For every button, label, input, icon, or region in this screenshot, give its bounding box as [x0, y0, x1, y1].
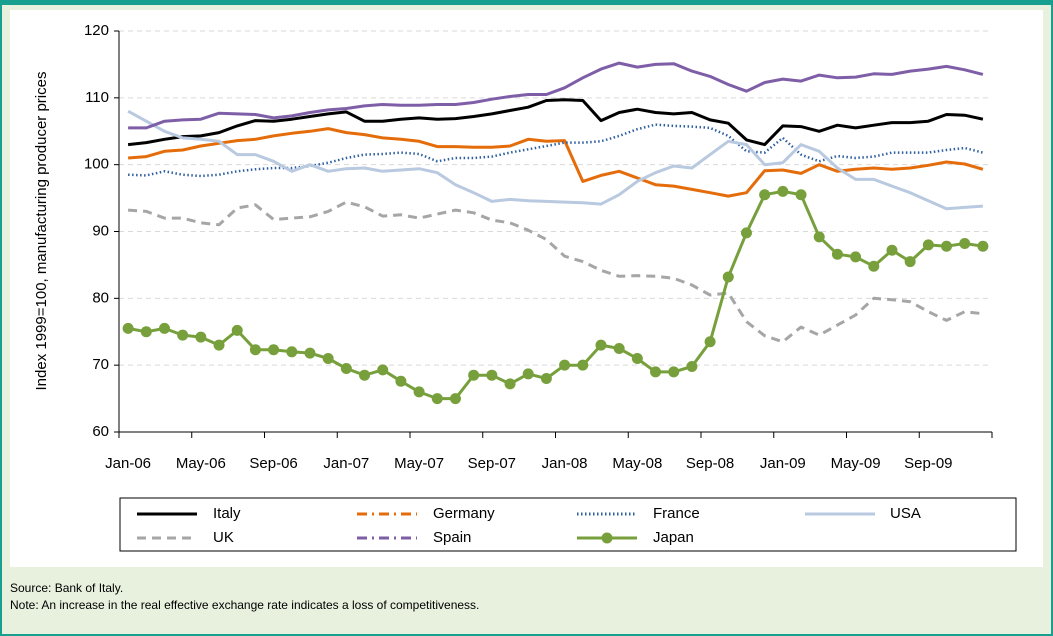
point: [231, 324, 243, 336]
legend: [119, 497, 1017, 552]
point: [413, 386, 425, 398]
x-tick-label: Jan-07: [323, 455, 369, 472]
point: [195, 331, 207, 343]
x-tick-label: May-09: [831, 455, 881, 472]
y-tick-label: 60: [92, 423, 109, 440]
point: [468, 369, 480, 381]
point: [722, 271, 734, 283]
top-bar: [0, 0, 1053, 5]
point: [904, 256, 916, 268]
legend-label: Spain: [433, 529, 471, 546]
x-tick-label: Jan-09: [760, 455, 806, 472]
series-line: [128, 123, 984, 178]
point: [504, 378, 516, 390]
y-tick-label: 100: [84, 156, 109, 173]
legend-marker: [601, 532, 613, 544]
point: [922, 239, 934, 251]
point: [704, 336, 716, 348]
point: [395, 375, 407, 387]
x-tick-label: May-06: [176, 455, 226, 472]
point: [377, 364, 389, 376]
point: [977, 240, 989, 252]
y-tick-label: 70: [92, 356, 109, 373]
point: [540, 373, 552, 385]
series-line: [128, 61, 984, 130]
point: [340, 363, 352, 375]
point: [831, 248, 843, 260]
point: [959, 238, 971, 250]
legend-label: USA: [890, 505, 921, 522]
x-tick-label: Jan-08: [542, 455, 588, 472]
point: [577, 359, 589, 371]
x-tick-label: May-08: [612, 455, 662, 472]
point: [140, 326, 152, 338]
plot-panel: [10, 10, 1043, 567]
series-line: [127, 109, 984, 211]
point: [322, 352, 334, 364]
point: [777, 185, 789, 197]
point: [686, 361, 698, 373]
x-tick-label: May-07: [394, 455, 444, 472]
series-line: [127, 200, 984, 344]
legend-label: France: [653, 505, 700, 522]
y-tick-label: 90: [92, 222, 109, 239]
point: [886, 244, 898, 256]
point: [631, 352, 643, 364]
point: [522, 368, 534, 380]
x-tick-label: Sep-06: [249, 455, 297, 472]
point: [213, 339, 225, 351]
legend-label: UK: [213, 529, 234, 546]
point: [559, 359, 571, 371]
point: [304, 347, 316, 359]
point: [122, 322, 134, 334]
point: [650, 366, 662, 378]
point: [795, 189, 807, 201]
y-tick-label: 110: [85, 89, 109, 106]
legend-label: Italy: [213, 505, 241, 522]
point: [359, 369, 371, 381]
point: [850, 251, 862, 263]
point: [431, 393, 443, 405]
source: Source: Bank of Italy.: [10, 581, 123, 595]
point: [268, 344, 280, 356]
point: [868, 260, 880, 272]
point: [249, 344, 261, 356]
point: [286, 346, 298, 358]
legend-label: Germany: [433, 505, 495, 522]
point: [613, 342, 625, 354]
x-tick-label: Sep-09: [904, 455, 952, 472]
point: [668, 366, 680, 378]
point: [158, 322, 170, 334]
point: [595, 339, 607, 351]
x-tick-label: Sep-07: [468, 455, 516, 472]
point: [941, 240, 953, 252]
y-tick-label: 120: [84, 22, 109, 39]
x-tick-label: Sep-08: [686, 455, 734, 472]
y-tick-label: 80: [92, 289, 109, 306]
point: [759, 189, 771, 201]
y-axis-label: Index 1999=100, manufacturing producer p…: [33, 72, 50, 391]
point: [813, 231, 825, 243]
series-line: [127, 98, 984, 147]
x-tick-label: Jan-06: [105, 455, 151, 472]
note: Note: An increase in the real effective …: [10, 598, 479, 612]
point: [177, 329, 189, 341]
legend-label: Japan: [653, 529, 694, 546]
point: [740, 227, 752, 239]
point: [449, 393, 461, 405]
point: [486, 369, 498, 381]
